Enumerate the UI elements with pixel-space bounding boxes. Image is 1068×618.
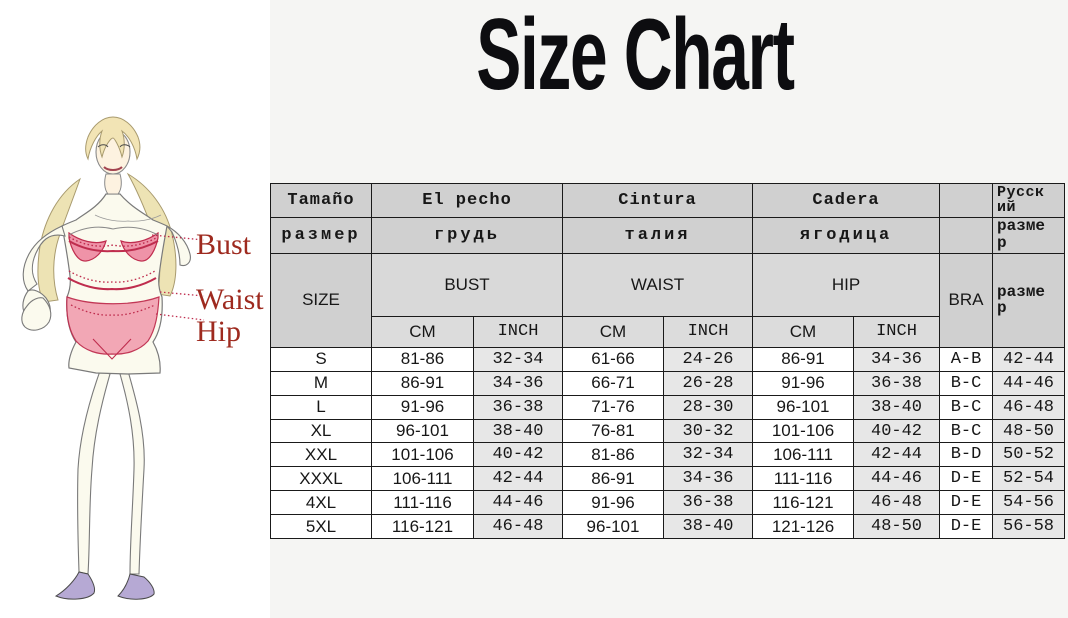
svg-text:Hip: Hip [196,315,241,348]
svg-text:Bust: Bust [196,228,252,261]
svg-text:Waist: Waist [196,283,264,316]
